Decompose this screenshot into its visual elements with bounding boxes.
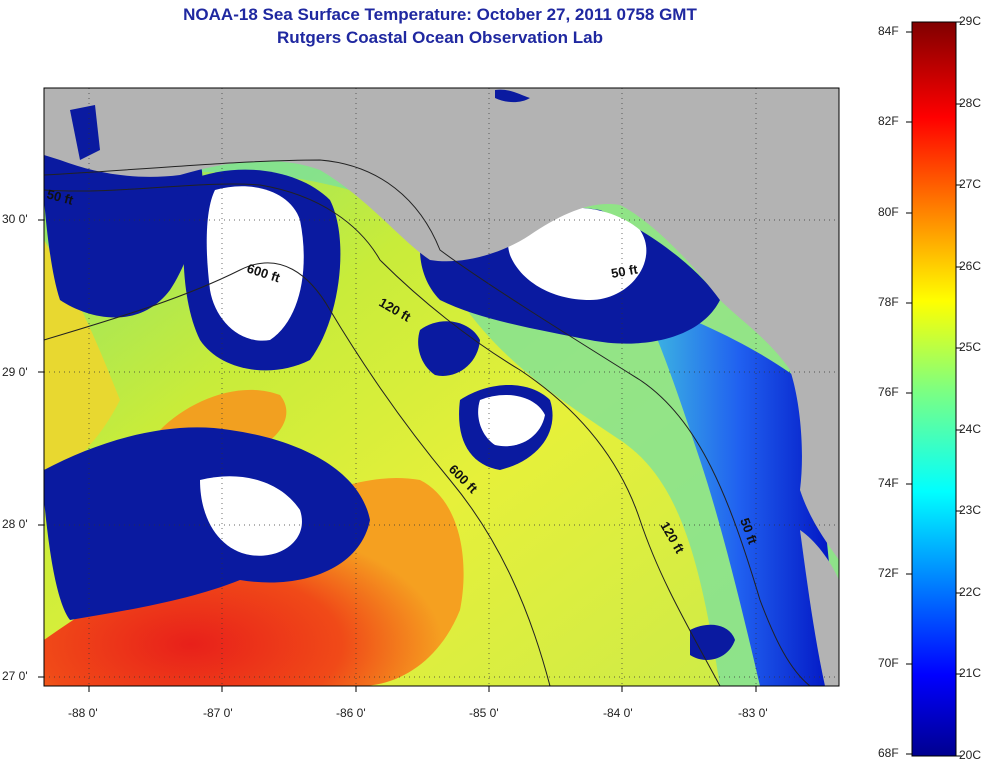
colorbar-f-label: 80F [878,205,899,219]
isobath-label: 50 ft [610,261,640,281]
colorbar-c-label: 26C [959,259,982,273]
lat-label: 27 0' [2,669,28,683]
cloud-edge-southwest [44,427,370,620]
map-title: NOAA-18 Sea Surface Temperature: October… [183,5,697,24]
colorbar-f-label: 74F [878,476,899,490]
cool-east-water [640,300,839,686]
colorbar-f-label: 78F [878,295,899,309]
land-peninsula [800,530,839,686]
cloud-central [206,186,304,341]
cloud-edge-small [418,321,480,376]
axis-ticks [38,219,757,692]
lon-label: -84 0' [603,706,633,720]
lon-label: -83 0' [738,706,768,720]
isobath-label: 50 ft [45,186,75,208]
lon-label: -86 0' [336,706,366,720]
colorbar-c-label: 25C [959,340,982,354]
lat-label: 28 0' [2,517,28,531]
colorbar-c-label: 23C [959,503,982,517]
lon-label: -88 0' [68,706,98,720]
isobath-120ft [44,183,721,686]
colorbar-c-label: 22C [959,585,982,599]
colorbar-f-label: 76F [878,385,899,399]
lat-label: 29 0' [2,365,28,379]
colorbar-c-label: 28C [959,96,982,110]
colorbar-c-label: 27C [959,177,982,191]
isobath-50ft [44,159,811,686]
cloud-southwest [200,476,302,556]
colorbar-f-label: 68F [878,746,899,760]
map-frame [43,87,840,687]
cloud-bigbend [508,207,647,300]
colorbar-f-label: 70F [878,656,899,670]
colorbar-ticks [906,21,962,757]
lat-label: 30 0' [2,212,28,226]
land-mass [44,88,839,560]
colorbar-c-label: 29C [959,14,982,28]
lon-label: -85 0' [469,706,499,720]
lon-label: -87 0' [203,706,233,720]
map-subtitle: Rutgers Coastal Ocean Observation Lab [277,28,603,47]
colorbar-f-label: 84F [878,24,899,38]
cloud-offshore [478,395,545,447]
mobile-bay [70,105,100,160]
inland-water [495,89,530,103]
title-block: NOAA-18 Sea Surface Temperature: October… [40,4,840,50]
sst-field: 50 ft 600 ft 120 ft 600 ft 120 ft 50 ft … [44,88,839,686]
isobath-600ft [44,262,551,686]
colorbar-c-label: 21C [959,666,982,680]
colorbar-f-label: 82F [878,114,899,128]
colorbar-f-label: 72F [878,566,899,580]
colorbar-c-label: 20C [959,748,982,762]
colorbar [911,21,957,757]
colorbar-c-label: 24C [959,422,982,436]
